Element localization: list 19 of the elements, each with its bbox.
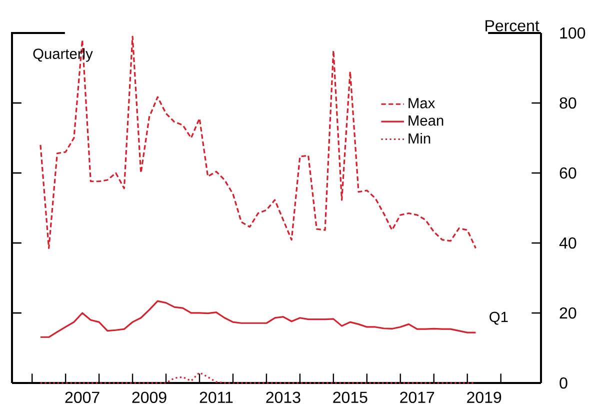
x-tick-label: 2011: [200, 392, 233, 404]
y-tick-label: 60: [560, 167, 576, 179]
y-tick-label: 100: [560, 27, 586, 39]
x-tick-label: 2017: [400, 392, 434, 404]
y-tick-label: 40: [559, 237, 576, 249]
annotation: Q1: [490, 312, 508, 325]
x-tick-label: 2013: [266, 392, 300, 404]
legend-label: Max: [408, 98, 435, 108]
legend-label: Min: [408, 132, 430, 144]
x-tick-label: 2015: [333, 392, 368, 404]
y-tick-label: 0: [560, 377, 568, 389]
y-axis-title: Percent: [486, 20, 540, 32]
y-tick-label: 20: [560, 307, 576, 319]
y-tick-label: 80: [560, 97, 576, 109]
x-tick-label: 2007: [65, 392, 100, 404]
x-tick-label: 2009: [132, 392, 166, 404]
x-tick-label: 2019: [467, 392, 502, 404]
legend-label: Mean: [408, 116, 444, 126]
annotation: Quarterly: [33, 48, 93, 62]
